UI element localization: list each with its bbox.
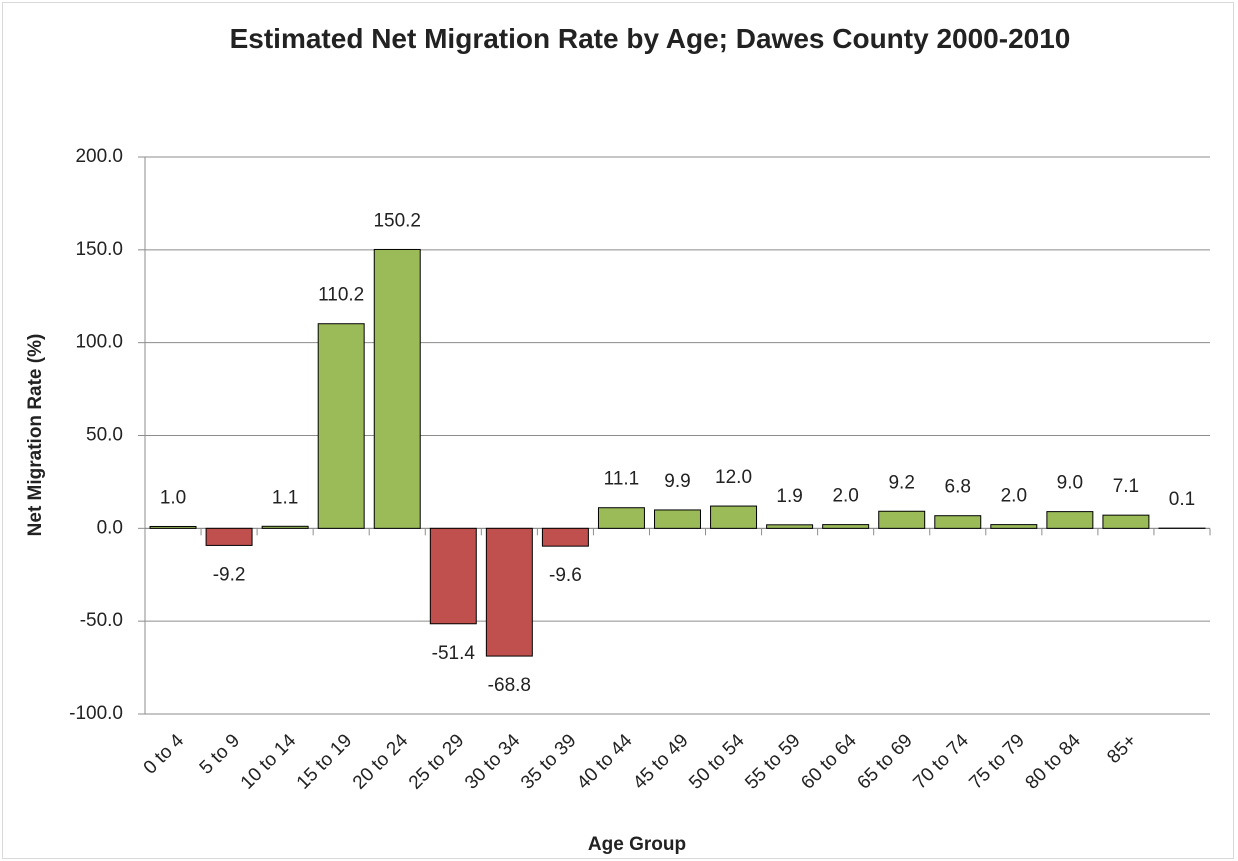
y-tick-label: 100.0 <box>75 332 123 353</box>
data-label: -51.4 <box>432 643 476 664</box>
x-tick-label: 70 to 74 <box>909 730 973 794</box>
data-label: 150.2 <box>373 210 421 231</box>
x-tick-label: 35 to 39 <box>517 730 580 793</box>
x-axis-title: Age Group <box>588 834 686 855</box>
x-tick-label: 15 to 19 <box>293 730 356 793</box>
bar <box>429 527 477 625</box>
data-label: 9.2 <box>888 472 914 493</box>
data-label: 9.0 <box>1057 473 1083 494</box>
x-tick-label: 25 to 29 <box>405 730 468 793</box>
bar <box>373 248 421 529</box>
data-label: -9.2 <box>213 564 246 585</box>
bar <box>149 525 197 529</box>
data-label: 12.0 <box>715 467 752 488</box>
bar <box>990 524 1038 529</box>
bar <box>878 510 926 529</box>
x-tick-label: 10 to 14 <box>237 730 301 794</box>
data-label: 1.9 <box>776 486 802 507</box>
x-tick-label: 45 to 49 <box>629 730 692 793</box>
x-tick-label: 50 to 54 <box>685 730 749 794</box>
data-label: 7.1 <box>1113 476 1139 497</box>
bar <box>205 527 253 546</box>
data-label: 2.0 <box>832 486 858 507</box>
x-tick-label: 85+ <box>1103 730 1141 768</box>
bar <box>1102 514 1150 529</box>
bar <box>541 527 589 547</box>
data-label: 11.1 <box>604 469 640 490</box>
x-tick-label: 40 to 44 <box>573 730 637 794</box>
bar <box>822 524 870 529</box>
bar <box>597 507 645 529</box>
y-tick-label: 200.0 <box>75 146 123 167</box>
y-axis-title: Net Migration Rate (%) <box>25 334 46 537</box>
y-tick-label: 0.0 <box>97 517 123 538</box>
x-tick-label: 55 to 59 <box>741 730 804 793</box>
bar <box>317 323 365 529</box>
x-tick-label: 80 to 84 <box>1022 730 1086 794</box>
x-tick-label: 75 to 79 <box>965 730 1028 793</box>
bar <box>261 525 309 529</box>
data-label: 9.9 <box>664 471 690 492</box>
data-label: 0.1 <box>1169 489 1195 510</box>
x-tick-label: 0 to 4 <box>140 730 189 779</box>
x-tick-label: 20 to 24 <box>349 730 413 794</box>
x-tick-label: 5 to 9 <box>196 730 244 778</box>
chart-title: Estimated Net Migration Rate by Age; Daw… <box>229 23 1071 54</box>
y-tick-label: 150.0 <box>75 239 123 260</box>
y-tick-label: -50.0 <box>80 610 123 631</box>
data-label: 1.1 <box>272 487 298 508</box>
x-tick-label: 65 to 69 <box>853 730 916 793</box>
bar <box>934 515 982 529</box>
data-label: 2.0 <box>1001 486 1027 507</box>
data-label: -68.8 <box>488 675 531 696</box>
data-label: 110.2 <box>318 285 364 306</box>
y-tick-label: 50.0 <box>86 425 123 446</box>
x-tick-label: 60 to 64 <box>797 730 861 794</box>
y-tick-label: -100.0 <box>69 703 123 724</box>
bar <box>766 524 814 529</box>
x-tick-label: 30 to 34 <box>461 730 525 794</box>
data-label: 1.0 <box>160 487 186 508</box>
bar <box>1046 511 1094 529</box>
bar <box>485 527 533 657</box>
data-label: 6.8 <box>945 477 971 498</box>
data-label: -9.6 <box>549 565 582 586</box>
bar <box>654 509 701 529</box>
bar <box>710 505 758 529</box>
